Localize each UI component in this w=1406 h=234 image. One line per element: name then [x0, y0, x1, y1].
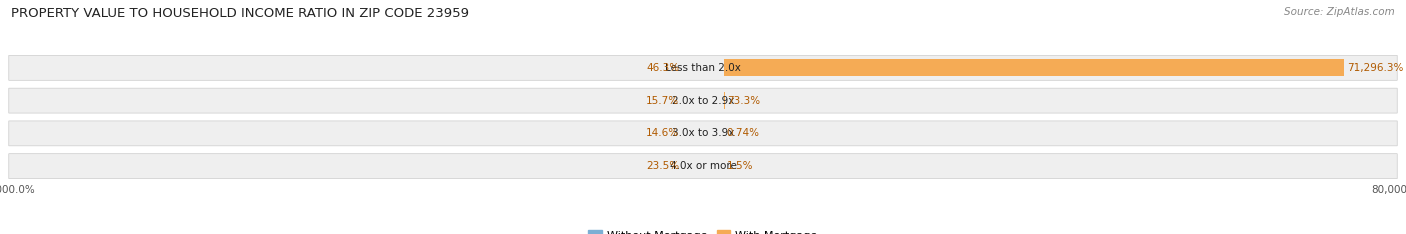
Legend: Without Mortgage, With Mortgage: Without Mortgage, With Mortgage	[583, 226, 823, 234]
Text: Source: ZipAtlas.com: Source: ZipAtlas.com	[1284, 7, 1395, 17]
Text: 1.5%: 1.5%	[727, 161, 754, 171]
Text: 23.5%: 23.5%	[647, 161, 679, 171]
Text: 14.6%: 14.6%	[647, 128, 679, 138]
FancyBboxPatch shape	[8, 88, 1398, 113]
Text: 15.7%: 15.7%	[647, 96, 679, 106]
Text: PROPERTY VALUE TO HOUSEHOLD INCOME RATIO IN ZIP CODE 23959: PROPERTY VALUE TO HOUSEHOLD INCOME RATIO…	[11, 7, 470, 20]
FancyBboxPatch shape	[8, 55, 1398, 80]
Text: 46.3%: 46.3%	[645, 63, 679, 73]
Text: 4.0x or more: 4.0x or more	[669, 161, 737, 171]
Text: 0.74%: 0.74%	[727, 128, 759, 138]
Bar	[724, 59, 1344, 76]
FancyBboxPatch shape	[8, 121, 1398, 146]
Text: Less than 2.0x: Less than 2.0x	[665, 63, 741, 73]
Text: 73.3%: 73.3%	[727, 96, 761, 106]
Text: 71,296.3%: 71,296.3%	[1347, 63, 1403, 73]
Text: 3.0x to 3.9x: 3.0x to 3.9x	[672, 128, 734, 138]
FancyBboxPatch shape	[8, 154, 1398, 179]
Text: 2.0x to 2.9x: 2.0x to 2.9x	[672, 96, 734, 106]
